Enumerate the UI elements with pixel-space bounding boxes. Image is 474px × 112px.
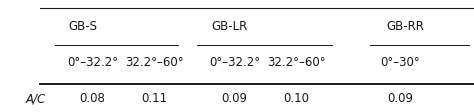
Text: B/D: B/D <box>26 111 47 112</box>
Text: 32.2°–60°: 32.2°–60° <box>125 56 183 69</box>
Text: −0.02: −0.02 <box>217 111 253 112</box>
Text: 32.2°–60°: 32.2°–60° <box>267 56 326 69</box>
Text: 0°–30°: 0°–30° <box>381 56 420 69</box>
Text: 0°–32.2°: 0°–32.2° <box>67 56 118 69</box>
Text: 0°–32.2°: 0°–32.2° <box>209 56 260 69</box>
Text: GB-LR: GB-LR <box>211 20 247 33</box>
Text: A/C: A/C <box>26 92 46 105</box>
Text: 0.09: 0.09 <box>388 92 413 105</box>
Text: −0.03: −0.03 <box>136 111 172 112</box>
Text: GB-RR: GB-RR <box>386 20 424 33</box>
Text: 0.08: 0.08 <box>80 92 105 105</box>
Text: 0.09: 0.09 <box>222 92 247 105</box>
Text: −0.02: −0.02 <box>278 111 314 112</box>
Text: 0.10: 0.10 <box>283 92 309 105</box>
Text: −0.02: −0.02 <box>74 111 110 112</box>
Text: GB-S: GB-S <box>69 20 98 33</box>
Text: 0.11: 0.11 <box>141 92 167 105</box>
Text: −0.02: −0.02 <box>383 111 419 112</box>
